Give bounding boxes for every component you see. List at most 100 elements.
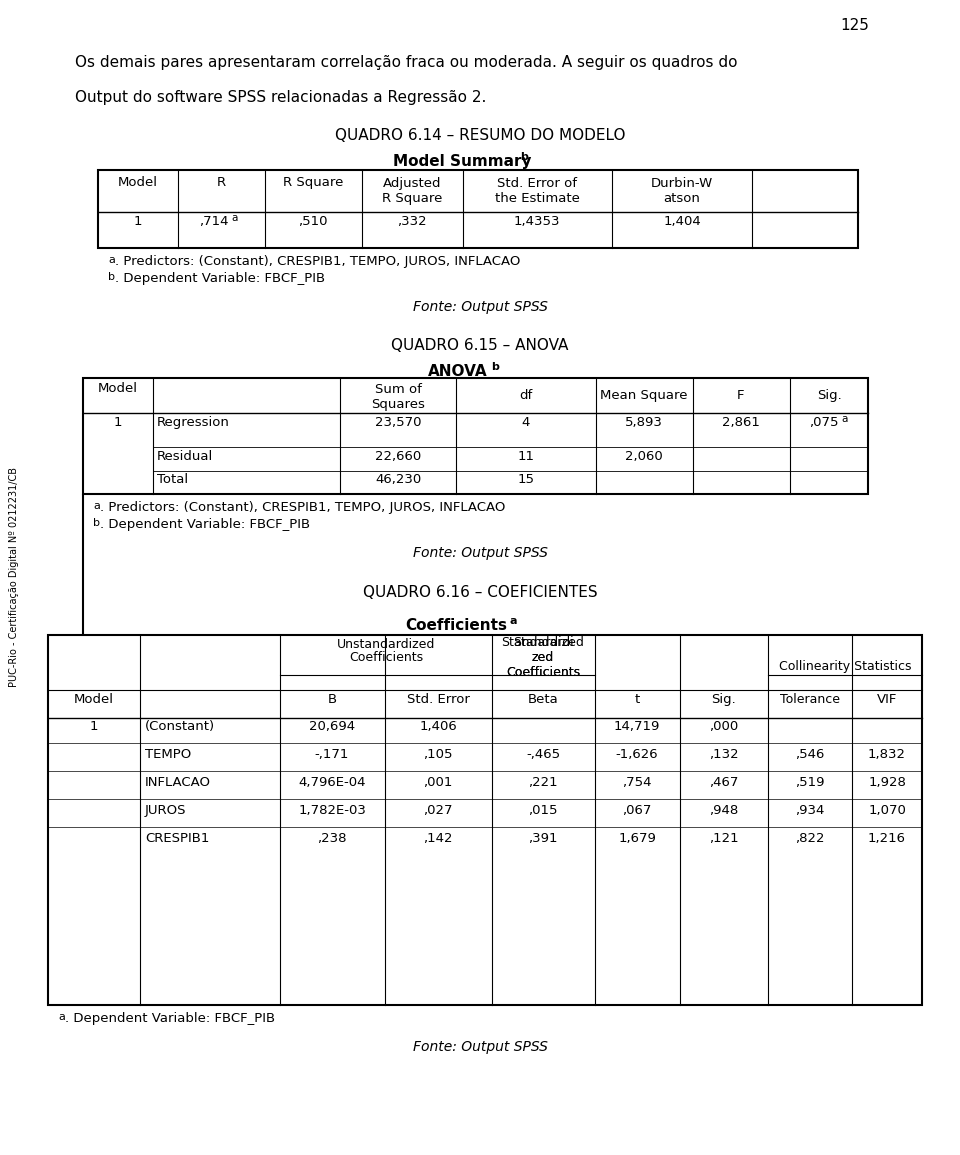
Text: JUROS: JUROS — [145, 804, 186, 817]
Text: ,546: ,546 — [795, 748, 825, 761]
Text: Mean Square: Mean Square — [600, 389, 687, 402]
Text: TEMPO: TEMPO — [145, 748, 191, 761]
Text: Adjusted
R Square: Adjusted R Square — [382, 177, 443, 204]
Text: . Predictors: (Constant), CRESPIB1, TEMPO, JUROS, INFLACAO: . Predictors: (Constant), CRESPIB1, TEMP… — [115, 255, 520, 268]
Text: Residual: Residual — [157, 450, 213, 463]
Text: Tolerance: Tolerance — [780, 693, 840, 706]
Text: b: b — [93, 517, 100, 528]
Text: Total: Total — [157, 474, 188, 486]
Text: ,132: ,132 — [709, 748, 739, 761]
Text: Os demais pares apresentaram correlação fraca ou moderada. A seguir os quadros d: Os demais pares apresentaram correlação … — [75, 55, 737, 70]
Text: INFLACAO: INFLACAO — [145, 776, 211, 789]
Bar — [48, 635, 922, 1005]
Text: . Dependent Variable: FBCF_PIB: . Dependent Variable: FBCF_PIB — [115, 271, 325, 285]
Text: -1,626: -1,626 — [615, 748, 659, 761]
Text: ,714: ,714 — [200, 215, 228, 228]
Text: ,332: ,332 — [397, 215, 427, 228]
Text: -,171: -,171 — [315, 748, 349, 761]
Text: F: F — [737, 389, 745, 402]
Text: Model Summary: Model Summary — [393, 154, 531, 169]
Text: ,000: ,000 — [709, 720, 738, 733]
Text: ,934: ,934 — [795, 804, 825, 817]
Text: ,510: ,510 — [299, 215, 327, 228]
Text: 23,570: 23,570 — [374, 416, 421, 429]
Text: Regression: Regression — [157, 416, 229, 429]
Text: a: a — [231, 213, 237, 223]
Text: Std. Error: Std. Error — [407, 693, 469, 706]
Text: 1,070: 1,070 — [868, 804, 906, 817]
Text: ,948: ,948 — [709, 804, 738, 817]
Text: Coefficients: Coefficients — [405, 618, 507, 633]
Text: 11: 11 — [517, 450, 535, 463]
Bar — [98, 170, 858, 248]
Text: ANOVA: ANOVA — [428, 364, 488, 379]
Text: ,822: ,822 — [795, 832, 825, 845]
Text: Model: Model — [74, 693, 114, 706]
Text: ,121: ,121 — [709, 832, 739, 845]
Text: . Dependent Variable: FBCF_PIB: . Dependent Variable: FBCF_PIB — [65, 1012, 276, 1024]
Text: 1,782E-03: 1,782E-03 — [298, 804, 366, 817]
Text: Collinearity Statistics: Collinearity Statistics — [779, 660, 911, 673]
Text: B: B — [327, 693, 337, 706]
Text: R: R — [216, 176, 226, 189]
Text: 4,796E-04: 4,796E-04 — [299, 776, 366, 789]
Text: ,221: ,221 — [528, 776, 558, 789]
Text: Fonte: Output SPSS: Fonte: Output SPSS — [413, 300, 547, 314]
Text: . Dependent Variable: FBCF_PIB: . Dependent Variable: FBCF_PIB — [100, 517, 310, 531]
Text: a: a — [93, 501, 100, 511]
Text: 1,928: 1,928 — [868, 776, 906, 789]
Text: PUC-Rio - Certificação Digital Nº 0212231/CB: PUC-Rio - Certificação Digital Nº 021223… — [9, 467, 19, 687]
Text: QUADRO 6.16 – COEFICIENTES: QUADRO 6.16 – COEFICIENTES — [363, 584, 597, 599]
Text: 20,694: 20,694 — [309, 720, 355, 733]
Text: ,015: ,015 — [528, 804, 558, 817]
Text: 1,832: 1,832 — [868, 748, 906, 761]
Text: t: t — [635, 693, 639, 706]
Text: Standardized
zed
Coefficients: Standardized zed Coefficients — [501, 636, 585, 679]
Text: 1,216: 1,216 — [868, 832, 906, 845]
Text: 22,660: 22,660 — [374, 450, 421, 463]
Text: ,467: ,467 — [709, 776, 738, 789]
Text: Std. Error of
the Estimate: Std. Error of the Estimate — [494, 177, 580, 204]
Text: Sum of
Squares: Sum of Squares — [372, 383, 425, 411]
Bar — [83, 378, 868, 494]
Text: b: b — [491, 362, 499, 372]
Text: Coefficients: Coefficients — [348, 651, 423, 664]
Text: a: a — [58, 1012, 65, 1022]
Text: Fonte: Output SPSS: Fonte: Output SPSS — [413, 1040, 547, 1055]
Text: Standardi
zed
Coefficients: Standardi zed Coefficients — [506, 636, 580, 679]
Text: b: b — [520, 152, 528, 162]
Text: Sig.: Sig. — [711, 693, 736, 706]
Text: 1,4353: 1,4353 — [514, 215, 561, 228]
Text: Output do software SPSS relacionadas a Regressão 2.: Output do software SPSS relacionadas a R… — [75, 90, 487, 105]
Text: Fonte: Output SPSS: Fonte: Output SPSS — [413, 546, 547, 560]
Text: (Constant): (Constant) — [145, 720, 215, 733]
Text: 2,060: 2,060 — [625, 450, 662, 463]
Text: 46,230: 46,230 — [374, 474, 421, 486]
Text: R Square: R Square — [283, 176, 343, 189]
Text: ,075: ,075 — [809, 416, 839, 429]
Text: QUADRO 6.15 – ANOVA: QUADRO 6.15 – ANOVA — [392, 338, 568, 353]
Text: 1,404: 1,404 — [663, 215, 701, 228]
Text: 1,406: 1,406 — [420, 720, 457, 733]
Text: ,001: ,001 — [423, 776, 453, 789]
Text: Durbin-W
atson: Durbin-W atson — [651, 177, 713, 204]
Text: df: df — [519, 389, 533, 402]
Text: 125: 125 — [840, 18, 869, 33]
Text: 4: 4 — [522, 416, 530, 429]
Text: 1: 1 — [89, 720, 98, 733]
Text: . Predictors: (Constant), CRESPIB1, TEMPO, JUROS, INFLACAO: . Predictors: (Constant), CRESPIB1, TEMP… — [100, 501, 505, 514]
Text: ,238: ,238 — [317, 832, 347, 845]
Text: Model: Model — [98, 382, 138, 395]
Text: CRESPIB1: CRESPIB1 — [145, 832, 209, 845]
Text: ,519: ,519 — [795, 776, 825, 789]
Text: Unstandardized: Unstandardized — [337, 638, 435, 651]
Text: 1,679: 1,679 — [618, 832, 656, 845]
Text: 1: 1 — [113, 416, 122, 429]
Text: 1: 1 — [133, 215, 142, 228]
Text: 5,893: 5,893 — [625, 416, 663, 429]
Text: a: a — [841, 413, 848, 424]
Text: b: b — [108, 271, 115, 282]
Text: Beta: Beta — [528, 693, 559, 706]
Text: ,067: ,067 — [622, 804, 652, 817]
Text: ,142: ,142 — [423, 832, 453, 845]
